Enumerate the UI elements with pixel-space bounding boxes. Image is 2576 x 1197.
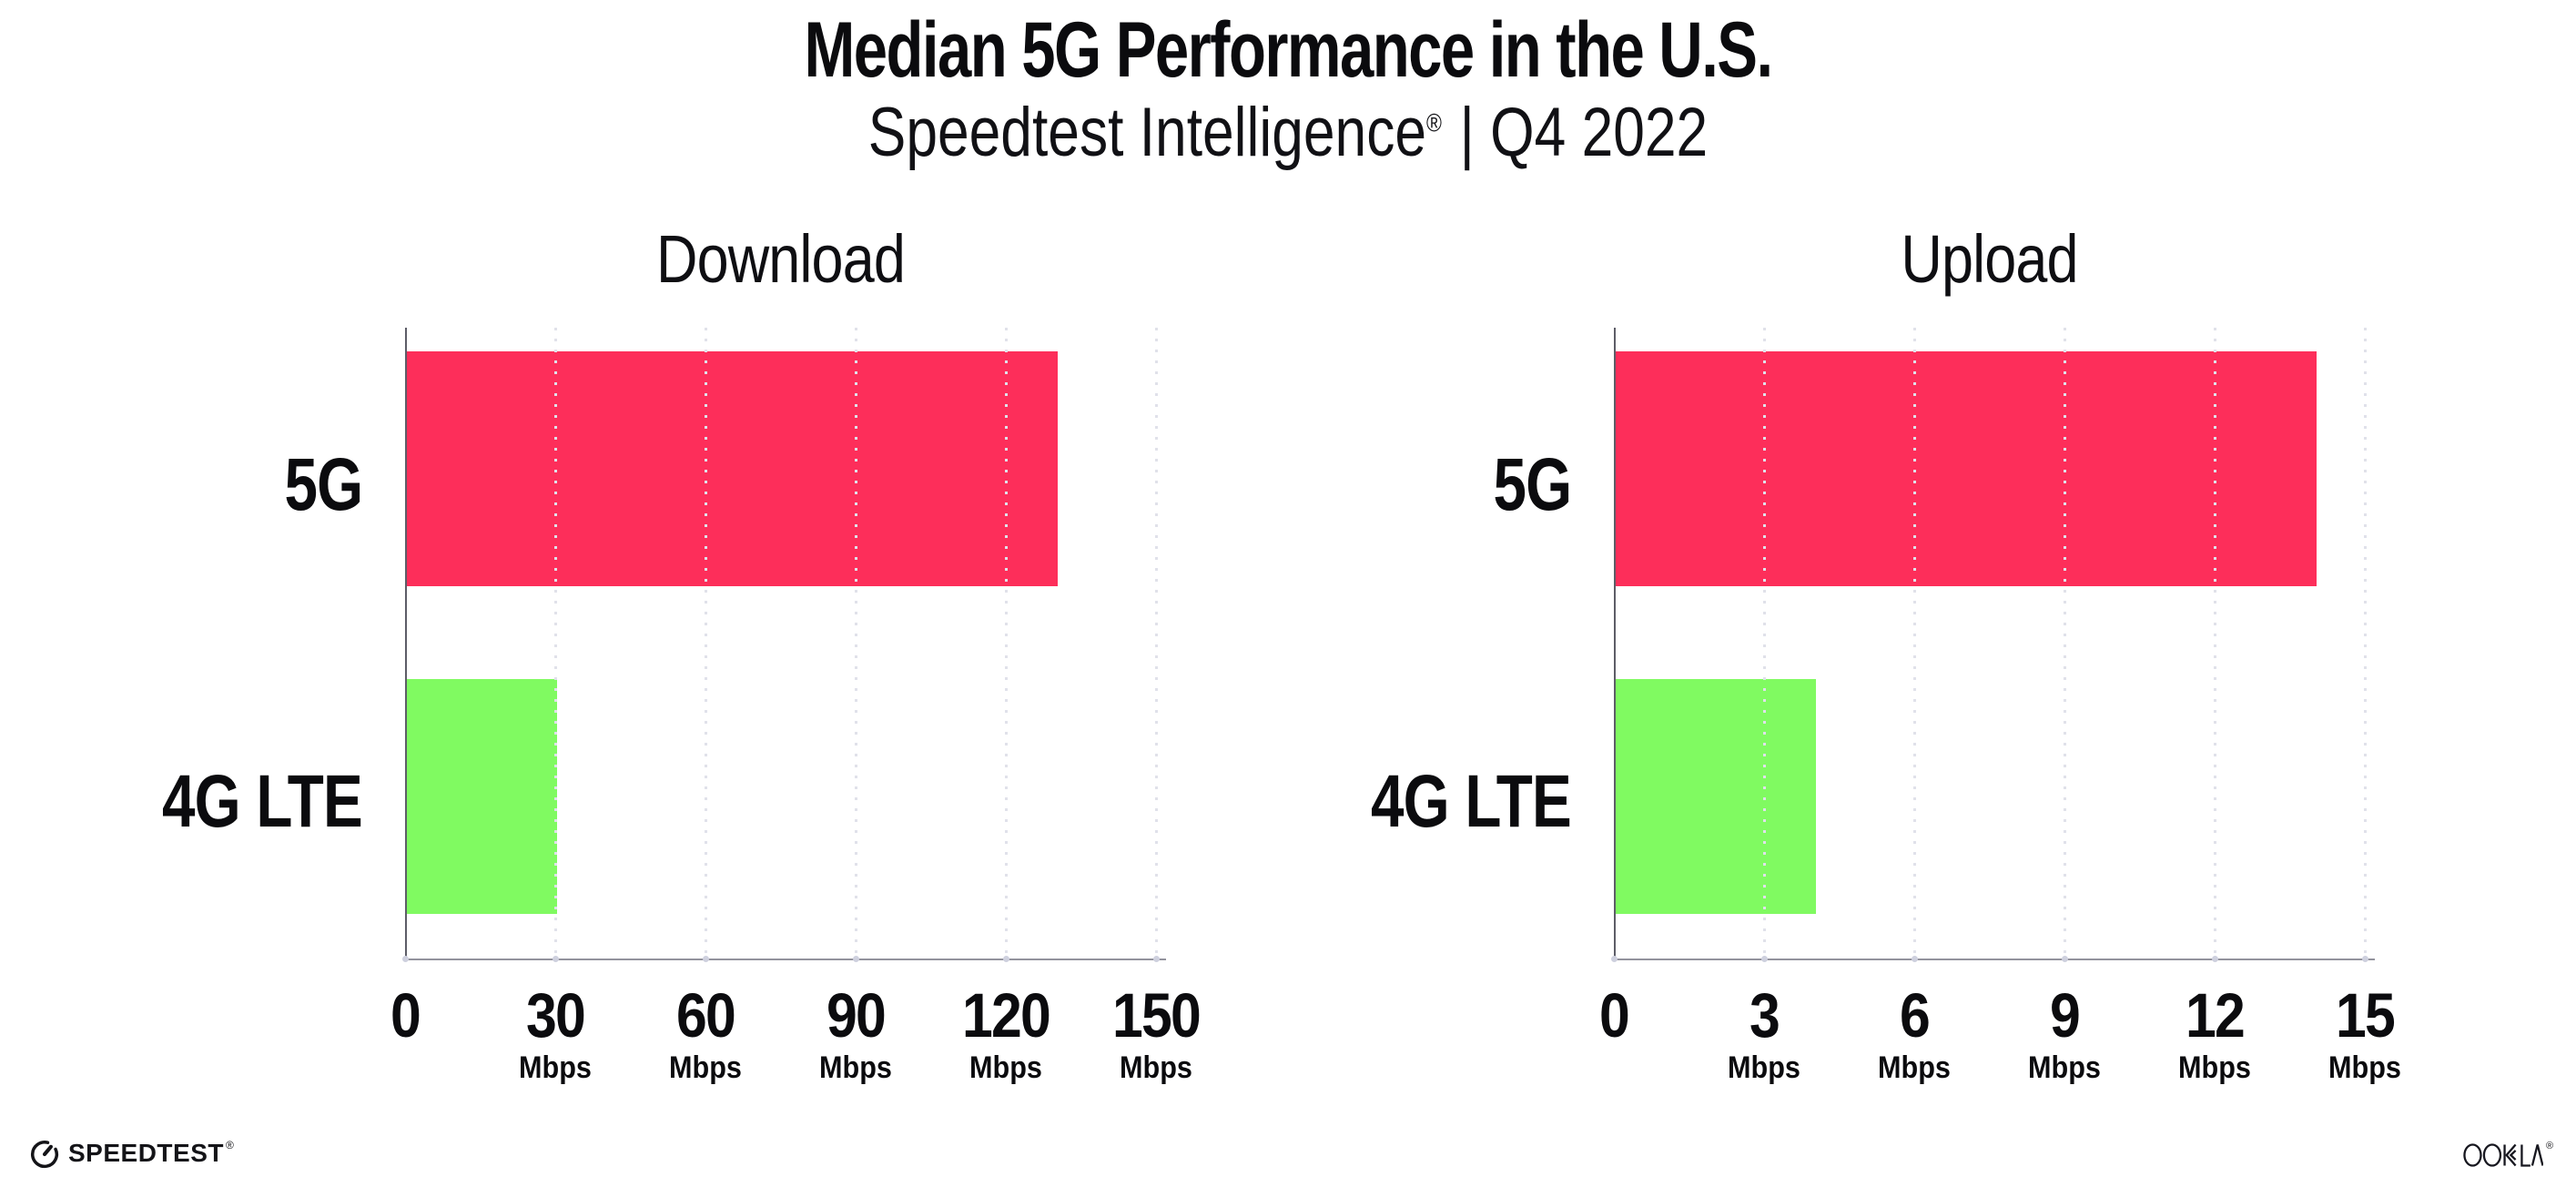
axis-tick-dot-12 <box>2212 956 2218 962</box>
bar-5g <box>1616 351 2317 586</box>
axis-tick-dot-15 <box>2362 956 2368 962</box>
page-subtitle: Speedtest Intelligence® | Q4 2022 <box>232 96 2345 169</box>
axis-tick-dot-30 <box>553 956 559 962</box>
axis-tick-dot-9 <box>2062 956 2068 962</box>
x-tick-value: 90 <box>826 980 887 1050</box>
x-tick-unit: Mbps <box>1728 1050 1800 1085</box>
x-tick-value: 60 <box>675 980 736 1050</box>
x-tick-unit: Mbps <box>2328 1050 2401 1085</box>
y-axis-label-5g: 5G <box>1493 443 1572 526</box>
x-tick-label-9: 9 Mbps <box>2024 980 2105 1085</box>
speedtest-wordmark: SPEEDTEST <box>68 1139 224 1167</box>
x-tick-label-0: 0 <box>1597 980 1630 1050</box>
bar-4g-lte <box>407 679 557 914</box>
x-tick-value: 30 <box>525 980 586 1050</box>
registered-mark: ® <box>1426 108 1442 137</box>
x-tick-value: 3 <box>1749 980 1780 1050</box>
upload-chart-title: Upload <box>1901 221 2078 297</box>
axis-tick-dot-150 <box>1153 956 1160 962</box>
x-tick-label-0: 0 <box>389 980 421 1050</box>
subtitle-quarter: | Q4 2022 <box>1459 94 1709 171</box>
ookla-logo: OOKLA ® <box>2463 1141 2554 1168</box>
speedtest-logo: SPEEDTEST ® <box>29 1138 234 1169</box>
x-tick-unit: Mbps <box>2028 1050 2101 1085</box>
x-axis-line <box>1613 959 2375 960</box>
speedtest-registered-mark: ® <box>225 1139 234 1151</box>
x-tick-unit: Mbps <box>519 1050 592 1085</box>
axis-tick-dot-120 <box>1003 956 1009 962</box>
x-tick-unit: Mbps <box>1878 1050 1951 1085</box>
gridline-120 <box>1005 328 1008 959</box>
axis-tick-dot-0 <box>1611 956 1618 962</box>
axis-tick-dot-6 <box>1912 956 1918 962</box>
y-axis-label-4g-lte: 4G LTE <box>1371 760 1572 843</box>
axis-tick-dot-3 <box>1761 956 1768 962</box>
ookla-registered-mark: ® <box>2546 1141 2554 1151</box>
x-tick-label-60: 60 Mbps <box>665 980 746 1085</box>
x-tick-value: 6 <box>1899 980 1931 1050</box>
y-axis-label-4g-lte: 4G LTE <box>162 760 363 843</box>
x-tick-unit: Mbps <box>2178 1050 2251 1085</box>
gridline-3 <box>1763 328 1766 959</box>
gridline-15 <box>2364 328 2367 959</box>
ookla-wordmark-icon <box>2463 1143 2543 1167</box>
x-tick-value: 0 <box>1598 980 1630 1050</box>
axis-tick-dot-60 <box>703 956 709 962</box>
x-axis-line <box>404 959 1166 960</box>
gridline-150 <box>1155 328 1158 959</box>
x-tick-value: 9 <box>2049 980 2081 1050</box>
x-tick-label-120: 120 Mbps <box>956 980 1055 1085</box>
upload-chart: Upload 0 3 Mbps 6 Mbps 9 Mbps 12 Mbps 15 Mbps 5G 4G … <box>1371 226 2401 1084</box>
download-chart-title: Download <box>656 221 906 297</box>
x-tick-unit: Mbps <box>1120 1050 1192 1085</box>
x-tick-value: 12 <box>2185 980 2246 1050</box>
page-title: Median 5G Performance in the U.S. <box>804 6 1773 94</box>
download-chart: Download 0 30 Mbps 60 Mbps 90 Mbps 120 Mbps 150 Mb… <box>162 226 1202 1084</box>
x-tick-value: 15 <box>2335 980 2396 1050</box>
x-tick-value: 0 <box>390 980 421 1050</box>
x-tick-label-90: 90 Mbps <box>816 980 897 1085</box>
gridline-60 <box>705 328 707 959</box>
bar-4g-lte <box>1616 679 1816 914</box>
gridline-30 <box>554 328 557 959</box>
gridline-9 <box>2064 328 2066 959</box>
gridline-90 <box>855 328 857 959</box>
x-tick-label-150: 150 Mbps <box>1106 980 1205 1085</box>
x-tick-label-12: 12 Mbps <box>2175 980 2256 1085</box>
x-tick-label-3: 3 Mbps <box>1724 980 1805 1085</box>
x-tick-unit: Mbps <box>969 1050 1042 1085</box>
axis-tick-dot-0 <box>402 956 409 962</box>
bar-5g <box>407 351 1058 586</box>
x-tick-label-15: 15 Mbps <box>2325 980 2406 1085</box>
x-tick-label-6: 6 Mbps <box>1874 980 1955 1085</box>
subtitle-brand: Speedtest Intelligence <box>867 94 1427 171</box>
x-tick-label-30: 30 Mbps <box>515 980 596 1085</box>
speedtest-gauge-icon <box>30 1141 59 1169</box>
gridline-12 <box>2214 328 2216 959</box>
x-tick-unit: Mbps <box>669 1050 742 1085</box>
x-tick-unit: Mbps <box>819 1050 892 1085</box>
y-axis-label-5g: 5G <box>284 443 363 526</box>
axis-tick-dot-90 <box>853 956 859 962</box>
y-axis-line <box>405 328 407 960</box>
y-axis-line <box>1614 328 1616 960</box>
x-tick-value: 120 <box>961 980 1051 1050</box>
gridline-6 <box>1913 328 1916 959</box>
x-tick-value: 150 <box>1111 980 1202 1050</box>
